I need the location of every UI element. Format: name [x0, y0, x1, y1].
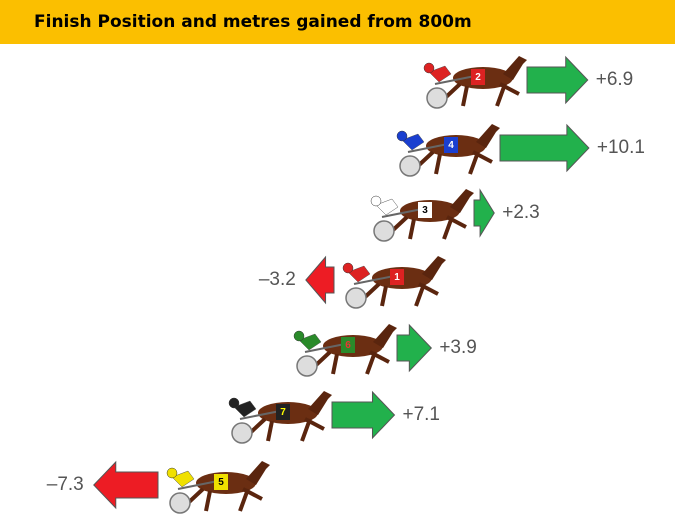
sulky-wheel	[232, 423, 252, 443]
sulky-wheel	[400, 156, 420, 176]
sulky-wheel	[427, 88, 447, 108]
horse-number: 4	[448, 140, 454, 151]
driver-helmet	[424, 63, 434, 73]
chart: Finish Position and metres gained from 8…	[0, 0, 675, 528]
horse-number: 6	[345, 340, 351, 351]
chart-title: Finish Position and metres gained from 8…	[34, 12, 472, 32]
horse-number: 3	[422, 205, 428, 216]
value-label: +10.1	[597, 137, 645, 158]
value-label: +6.9	[596, 69, 634, 90]
value-label: –7.3	[47, 474, 84, 495]
horse-number: 7	[280, 407, 286, 418]
driver-helmet	[167, 468, 177, 478]
gain-arrow	[474, 190, 494, 236]
horse: 1	[343, 256, 446, 308]
sulky-wheel	[346, 288, 366, 308]
gain-arrow	[500, 125, 589, 171]
horse: 4	[397, 124, 500, 176]
horse: 2	[424, 56, 527, 108]
horse: 6	[294, 324, 397, 376]
sulky-wheel	[170, 493, 190, 513]
value-label: +7.1	[402, 404, 440, 425]
value-label: +3.9	[439, 337, 477, 358]
value-label: +2.3	[502, 202, 540, 223]
horse: 3	[371, 189, 474, 241]
value-label: –3.2	[259, 269, 296, 290]
sulky-wheel	[374, 221, 394, 241]
driver-helmet	[229, 398, 239, 408]
horse: 7	[229, 391, 332, 443]
horse-number: 1	[394, 272, 400, 283]
driver-helmet	[371, 196, 381, 206]
horse-number: 2	[475, 72, 481, 83]
driver-helmet	[294, 331, 304, 341]
horse-number: 5	[218, 477, 224, 488]
gain-arrow	[397, 325, 431, 371]
gain-arrow	[306, 257, 334, 303]
horse: 5	[167, 461, 270, 513]
sulky-wheel	[297, 356, 317, 376]
gain-arrow	[527, 57, 588, 103]
gain-arrow	[94, 462, 158, 508]
driver-helmet	[343, 263, 353, 273]
gain-arrow	[332, 392, 394, 438]
driver-helmet	[397, 131, 407, 141]
